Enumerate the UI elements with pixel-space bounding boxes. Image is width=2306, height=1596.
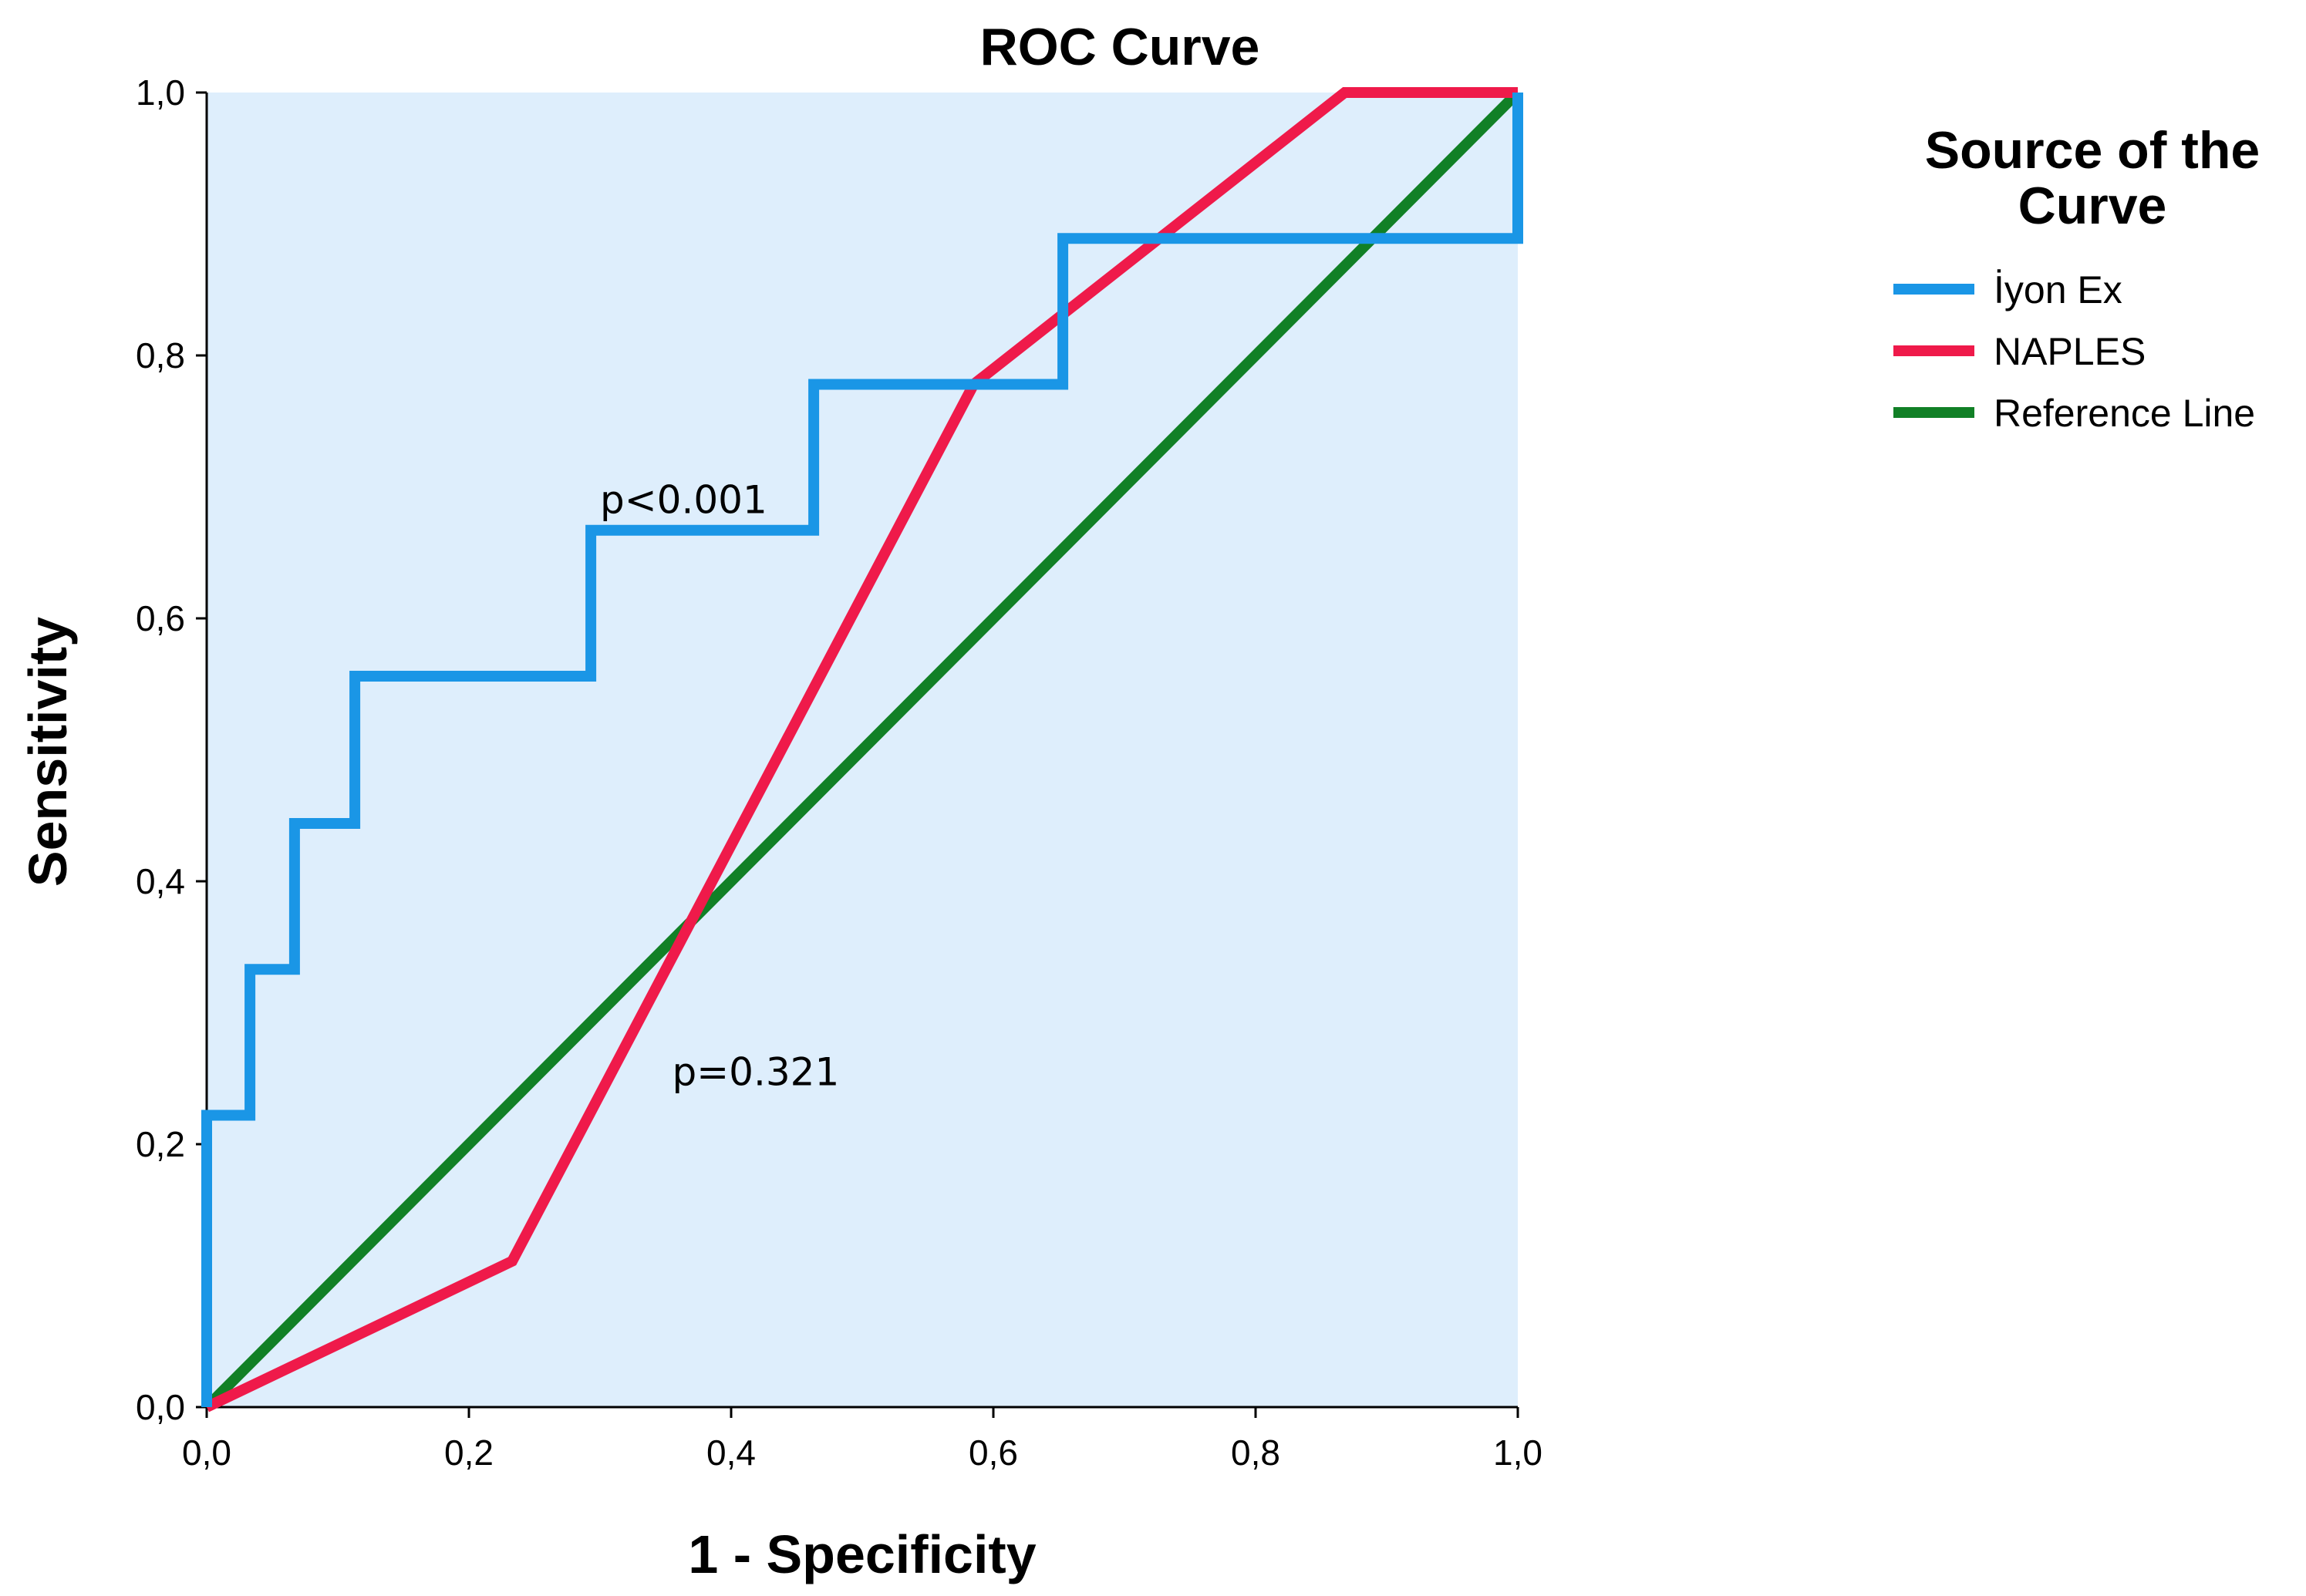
series-layer	[201, 87, 1523, 1412]
y-tick-label: 0,6	[136, 598, 185, 638]
x-axis-label: 1 - Specificity	[688, 1524, 1036, 1584]
legend-title-line-1: Source of the	[1925, 121, 2260, 180]
x-tick-label: 0,4	[706, 1433, 756, 1473]
x-tick-label: 0,8	[1231, 1433, 1280, 1473]
y-tick-label: 0,8	[136, 335, 185, 375]
legend-label: NAPLES	[1994, 330, 2146, 373]
annotations: p<0.001 p=0.321	[600, 478, 839, 1095]
legend: Source of the Curve İyon Ex NAPLES Referen…	[1893, 121, 2260, 435]
y-tick-label: 1,0	[136, 72, 185, 113]
chart-title: ROC Curve	[980, 18, 1260, 76]
legend-items: İyon Ex NAPLES Reference Line	[1893, 268, 2255, 435]
series-line-reference-line	[203, 89, 1522, 1411]
p-value-annotation: p<0.001	[600, 478, 767, 523]
tick-labels: 0,0 0,2 0,4 0,6 0,8 1,0 0,0 0,2 0,4 0,6 0,8 1,0	[136, 72, 1542, 1473]
y-tick-label: 0,2	[136, 1124, 185, 1164]
series-line-i-yon-ex	[201, 93, 1523, 1407]
x-tick-label: 0,0	[182, 1433, 231, 1473]
legend-label: İyon Ex	[1994, 268, 2122, 311]
y-tick-label: 0,4	[136, 861, 185, 901]
y-axis-label: Sensitivity	[18, 617, 78, 887]
x-tick-label: 0,2	[444, 1433, 494, 1473]
x-tick-label: 0,6	[969, 1433, 1018, 1473]
legend-label: Reference Line	[1994, 392, 2255, 435]
x-tick-label: 1,0	[1493, 1433, 1542, 1473]
legend-title-line-2: Curve	[2018, 177, 2167, 235]
p-value-annotation: p=0.321	[673, 1049, 840, 1094]
y-tick-label: 0,0	[136, 1387, 185, 1427]
